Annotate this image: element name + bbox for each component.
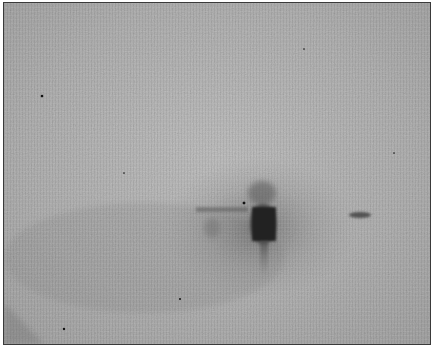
photo-plate	[3, 2, 431, 345]
upper-smudge	[248, 181, 276, 205]
left-band	[196, 207, 248, 212]
dark-blot	[248, 203, 278, 279]
photo-svg	[4, 3, 430, 344]
dust-specks	[40, 48, 395, 331]
corner-shadow	[4, 303, 44, 344]
right-mark	[349, 212, 371, 218]
striation-overlay	[4, 3, 430, 344]
left-smudge	[204, 218, 220, 238]
